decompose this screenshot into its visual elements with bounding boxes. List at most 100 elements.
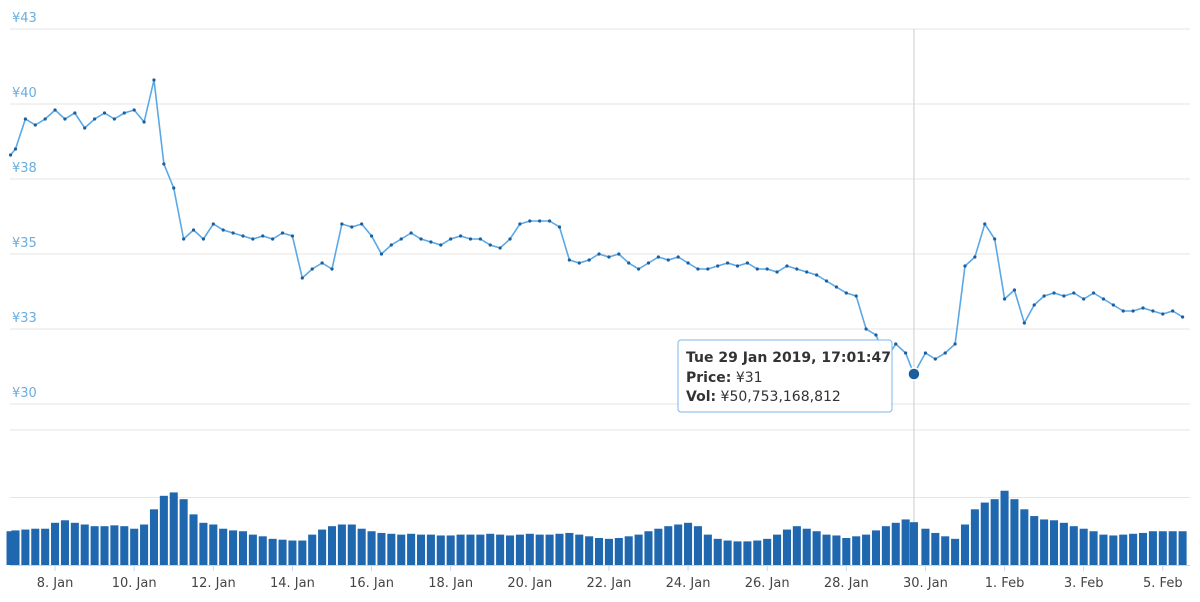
volume-bar [288,540,297,565]
price-point [300,276,304,280]
volume-bar [60,520,69,565]
volume-bar [723,540,732,565]
price-point [528,219,532,223]
price-point [360,222,364,226]
volume-bar [960,524,970,565]
volume-bar [773,534,782,565]
price-point [271,237,275,241]
price-point [409,231,413,235]
price-point [102,111,107,115]
volume-bar [229,530,238,565]
volume-bar [199,522,208,565]
price-point [340,222,344,226]
price-point [617,252,621,256]
x-tick-label: 3. Feb [1064,576,1104,591]
price-point [637,267,641,271]
volume-bar [1148,531,1157,565]
volume-bar [51,522,60,565]
price-point [369,234,374,238]
volume-bar [1030,516,1039,565]
volume-bar [980,502,989,565]
x-tick-label: 26. Jan [745,576,790,591]
volume-bar [278,539,287,565]
price-point [1161,312,1165,316]
price-point [280,231,285,235]
price-point [904,351,908,355]
price-point [83,126,87,130]
price-point [775,270,779,274]
price-point [152,78,156,82]
price-point [1062,294,1066,298]
volume-bar [713,538,722,565]
y-tick-label: ¥43 [12,11,37,26]
volume-bar [792,526,801,565]
volume-bar [565,532,574,565]
volume-bar [753,540,762,565]
tooltip-box [677,339,893,413]
price-point [1052,291,1056,295]
volume-bar [614,538,623,565]
price-point [112,117,117,121]
price-point [182,237,186,241]
y-tick-label: ¥38 [12,161,37,176]
price-point [1042,294,1046,298]
volume-bar [684,522,693,565]
volume-bar [664,526,673,565]
price-point [815,273,819,277]
volume-bar [909,522,918,565]
volume-bar [1109,535,1118,565]
volume-bar [802,528,811,565]
volume-bar [644,531,653,565]
price-point [538,219,542,223]
volume-bar [140,524,149,565]
x-tick-label: 20. Jan [507,576,552,591]
price-point [350,225,354,229]
price-point [221,228,225,232]
volume-bar [466,534,475,565]
tooltip-title: Tue 29 Jan 2019, 17:01:47 [686,350,891,366]
price-point [547,219,552,223]
volume-bar [891,522,900,565]
volume-bar [1040,519,1049,565]
volume-bar [357,528,366,565]
price-point [498,246,502,250]
price-point [191,228,196,232]
volume-bar [921,528,930,565]
x-tick-label: 22. Jan [586,576,631,591]
x-tick-label: 16. Jan [349,576,394,591]
volume-bar [743,541,752,565]
price-point [874,333,878,337]
volume-bar [456,534,465,565]
volume-bar [426,534,435,565]
price-point [488,243,492,247]
x-tick-label: 30. Jan [903,576,948,591]
volume-bar [258,536,267,565]
volume-bar [377,532,386,565]
volume-bar [782,529,791,565]
price-point [251,237,255,241]
tooltip-vol: Vol: ¥50,753,168,812 [686,389,841,405]
volume-bar [624,536,633,565]
price-point [142,120,146,124]
x-tick-label: 8. Jan [37,576,74,591]
volume-bar [941,536,950,565]
volume-bar [1020,509,1029,565]
price-point [1131,309,1135,313]
volume-bar [951,538,960,565]
volume-bar [763,538,772,565]
volume-bar [990,499,999,565]
price-point [1171,309,1175,313]
price-point [824,279,829,283]
price-point [8,153,13,157]
volume-bar [525,533,534,565]
volume-bar [931,532,940,565]
grid: ¥43 ¥40 ¥38 ¥35 ¥33 ¥30 8. Jan 10. Jan 12. Jan 14… [10,11,1190,591]
volume-bar [1119,534,1128,565]
volume-bar [308,534,317,565]
price-point [389,243,393,247]
volume-bar [822,534,831,565]
price-point [696,267,700,271]
price-point [755,267,759,271]
y-tick-label: ¥33 [12,311,37,326]
volume-bar [248,534,257,565]
